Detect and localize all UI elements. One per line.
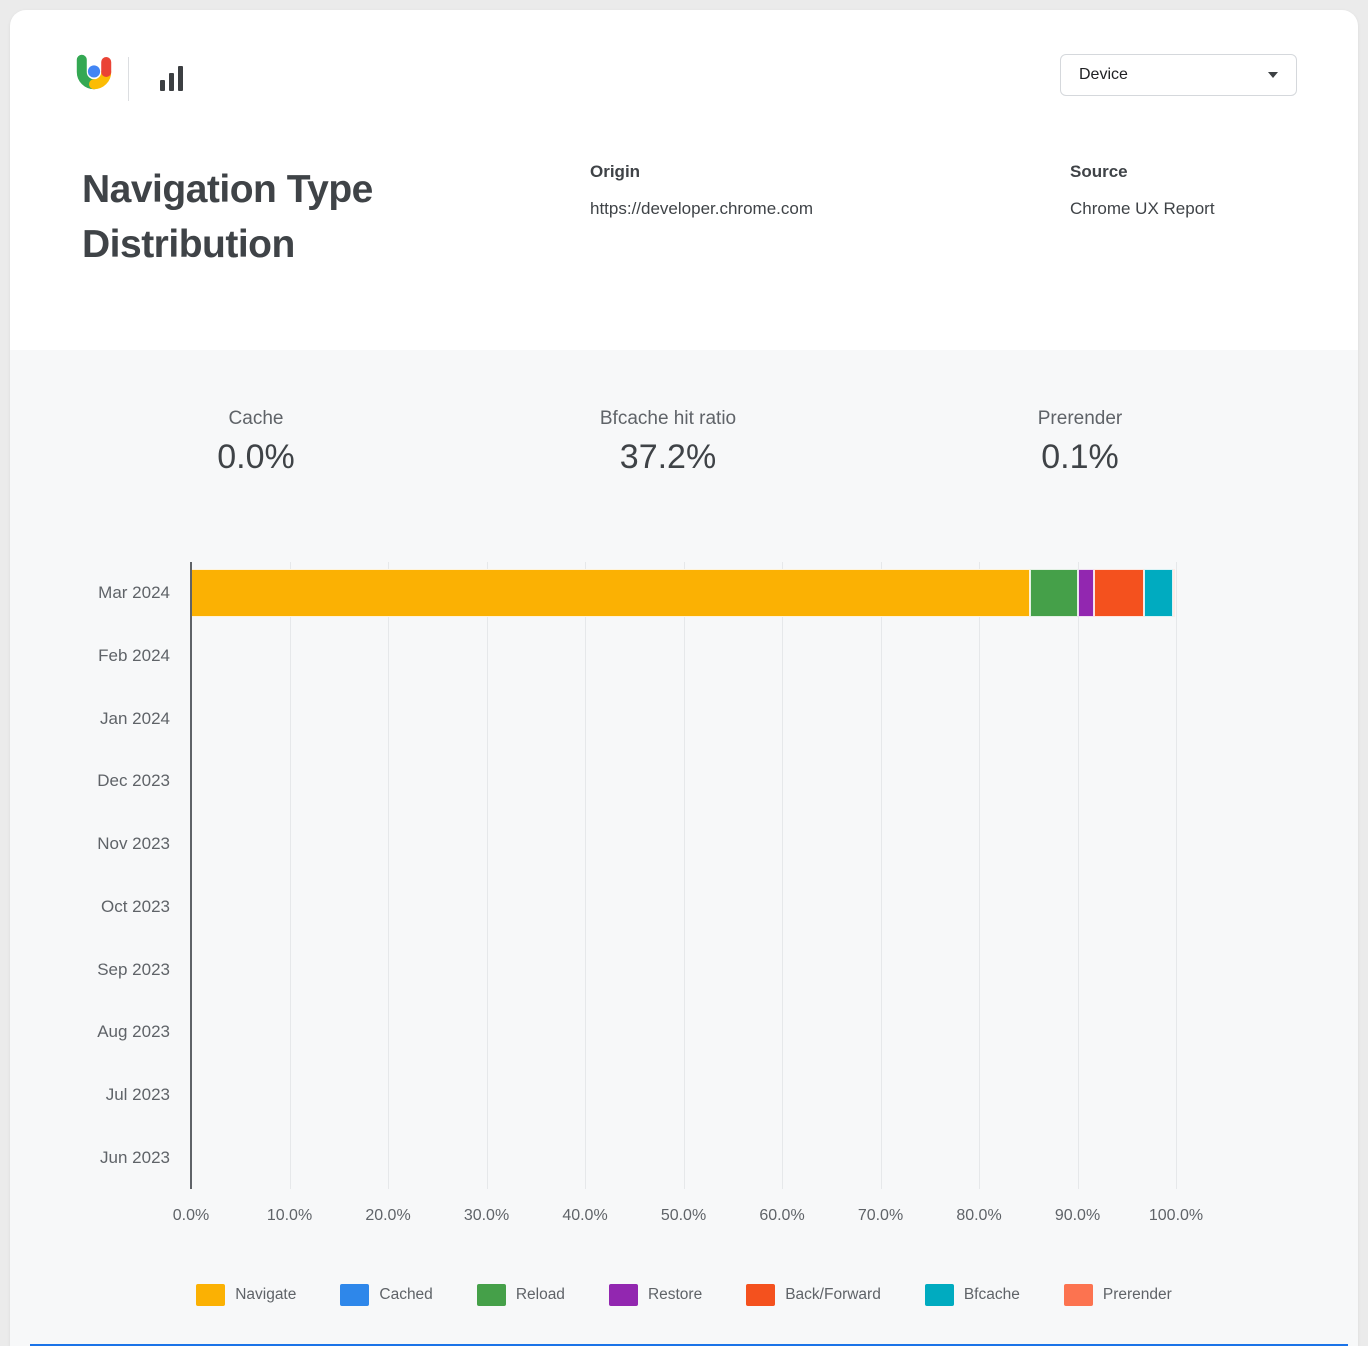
bar-chart-icon-bar [160, 80, 165, 91]
legend-item-reload[interactable]: Reload [476, 1284, 565, 1306]
y-tick-label: Mar 2024 [98, 583, 170, 603]
x-axis-labels: 0.0% 10.0% 20.0% 30.0% 40.0% 50.0% 60.0% 70.0% 8… [173, 1207, 1203, 1229]
bar-segment-back-forward [1094, 569, 1145, 618]
origin-label: Origin [590, 162, 641, 181]
crux-logo[interactable] [74, 52, 114, 92]
stat-prerender-value: 0.1% [1041, 438, 1119, 476]
gridline [683, 562, 685, 1189]
stat-bfcache-hit-ratio-label: Bfcache hit ratio [599, 408, 737, 429]
y-tick-label: Jun 2023 [100, 1147, 170, 1167]
legend-item-bfcache[interactable]: Bfcache [924, 1284, 1020, 1306]
legend-item-restore[interactable]: Restore [608, 1284, 703, 1306]
y-tick-label: Oct 2023 [101, 896, 170, 916]
x-tick-label: 0.0% [172, 1207, 210, 1224]
bar-segment-navigate [191, 569, 1031, 618]
stat-prerender: Prerender 0.1% [1038, 408, 1123, 477]
gridline [486, 562, 488, 1189]
legend-swatch [608, 1284, 638, 1306]
x-tick-label: 100.0% [1148, 1207, 1204, 1224]
gridline [1077, 562, 1079, 1189]
origin-value: https://developer.chrome.com [590, 199, 814, 218]
y-tick-label: Aug 2023 [97, 1022, 170, 1042]
legend-label: Bfcache [963, 1286, 1020, 1303]
x-tick-label: 40.0% [562, 1207, 608, 1224]
stat-cache-value: 0.0% [217, 438, 295, 476]
x-tick-label: 80.0% [956, 1207, 1002, 1224]
legend-label: Restore [647, 1286, 703, 1303]
legend-label: Cached [379, 1286, 433, 1303]
legend-label: Prerender [1102, 1286, 1172, 1303]
legend-swatch [924, 1284, 954, 1306]
legend-swatch [476, 1284, 506, 1306]
gridline [289, 562, 291, 1189]
device-dropdown[interactable]: Device [1060, 54, 1297, 96]
legend-item-cached[interactable]: Cached [340, 1284, 433, 1306]
legend-swatch [196, 1284, 226, 1306]
stat-bfcache-hit-ratio-value: 37.2% [619, 438, 717, 476]
chevron-down-icon [1268, 72, 1278, 78]
source-label: Source [1070, 162, 1128, 181]
stat-bfcache-hit-ratio: Bfcache hit ratio 37.2% [600, 408, 736, 477]
source-block: Source Chrome UX Report [1070, 162, 1215, 219]
stat-prerender-label: Prerender [1037, 408, 1123, 429]
bar-chart-icon-bar [169, 73, 174, 91]
x-tick-label: 20.0% [365, 1207, 411, 1224]
stat-cache-label: Cache [228, 408, 284, 429]
legend-swatch [1063, 1284, 1093, 1306]
bar-chart-icon-bar [178, 66, 183, 91]
y-tick-label: Feb 2024 [98, 646, 170, 666]
header-divider [128, 57, 129, 101]
y-axis-labels: Mar 2024 Feb 2024 Jan 2024 Dec 2023 Nov 2023… [10, 562, 170, 1189]
bottom-section-edge [30, 1344, 1348, 1346]
legend-label: Back/Forward [785, 1286, 881, 1303]
gridline [880, 562, 882, 1189]
y-axis-line [190, 562, 192, 1189]
x-tick-label: 70.0% [857, 1207, 904, 1224]
x-tick-label: 10.0% [266, 1207, 313, 1224]
device-dropdown-value: Device [1079, 66, 1128, 83]
plot-area [190, 562, 1177, 1189]
chart-legend: Navigate Cached Reload Restore Back/Forward B… [10, 1284, 1358, 1306]
stats-row: Cache 0.0% Bfcache hit ratio 37.2% Prere… [10, 408, 1358, 498]
source-value: Chrome UX Report [1070, 199, 1215, 218]
origin-block: Origin https://developer.chrome.com [590, 162, 813, 219]
bar-segment-prerender [1173, 569, 1175, 618]
legend-item-navigate[interactable]: Navigate [196, 1284, 296, 1306]
gridline [1176, 562, 1177, 1189]
legend-label: Reload [515, 1286, 565, 1303]
gridline [388, 562, 389, 1189]
x-tick-label: 60.0% [759, 1207, 805, 1224]
x-tick-label: 30.0% [463, 1207, 510, 1224]
bar-segment-reload [1030, 569, 1079, 618]
gridline [979, 562, 980, 1189]
x-tick-label: 90.0% [1054, 1207, 1101, 1224]
y-tick-label: Jan 2024 [100, 708, 170, 728]
bars-layer [191, 562, 1176, 1189]
main-card: Device Navigation Type Distribution Orig… [10, 10, 1358, 1346]
legend-item-prerender[interactable]: Prerender [1063, 1284, 1172, 1306]
y-tick-label: Dec 2023 [97, 771, 170, 791]
page-title: Navigation Type Distribution [82, 168, 373, 266]
gridline [585, 562, 586, 1189]
bar-chart-icon[interactable] [160, 64, 188, 91]
legend-item-back-forward[interactable]: Back/Forward [746, 1284, 881, 1306]
x-tick-label: 50.0% [660, 1207, 707, 1224]
y-tick-label: Nov 2023 [97, 834, 170, 854]
stat-cache: Cache 0.0% [217, 408, 295, 477]
legend-label: Navigate [235, 1286, 297, 1303]
bar-segment-bfcache [1144, 569, 1174, 618]
legend-swatch [340, 1284, 370, 1306]
bar-segment-restore [1078, 569, 1095, 618]
y-tick-label: Jul 2023 [105, 1084, 170, 1104]
legend-swatch [746, 1284, 776, 1306]
y-tick-label: Sep 2023 [97, 959, 170, 979]
gridline [782, 562, 783, 1189]
